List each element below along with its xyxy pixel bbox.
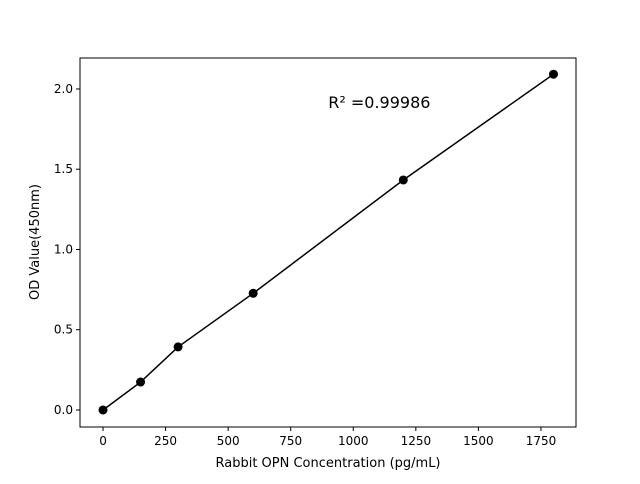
x-tick-label: 1500 (463, 434, 494, 448)
data-point (173, 342, 183, 352)
series-line (102, 73, 554, 411)
x-tick-label: 1750 (526, 434, 557, 448)
y-tick-label: 0.5 (54, 323, 73, 337)
data-point (548, 69, 558, 79)
x-tick-label: 1250 (401, 434, 432, 448)
x-tick-label: 250 (154, 434, 177, 448)
data-point (136, 377, 146, 387)
data-point (398, 175, 408, 185)
x-axis-label: Rabbit OPN Concentration (pg/mL) (215, 456, 440, 471)
r-squared-annotation: R² =0.99986 (328, 93, 430, 112)
x-tick-label: 750 (279, 434, 302, 448)
y-axis-label: OD Value(450nm) (28, 184, 43, 300)
y-tick-label: 1.0 (54, 242, 73, 256)
x-tick-label: 500 (217, 434, 240, 448)
x-tick-label: 0 (99, 434, 107, 448)
y-tick-label: 1.5 (54, 162, 73, 176)
data-point (98, 405, 108, 415)
x-tick-label: 1000 (338, 434, 369, 448)
data-point (248, 288, 258, 298)
y-tick-label: 2.0 (54, 82, 73, 96)
y-tick-label: 0.0 (54, 403, 73, 417)
plot-frame (79, 57, 577, 428)
